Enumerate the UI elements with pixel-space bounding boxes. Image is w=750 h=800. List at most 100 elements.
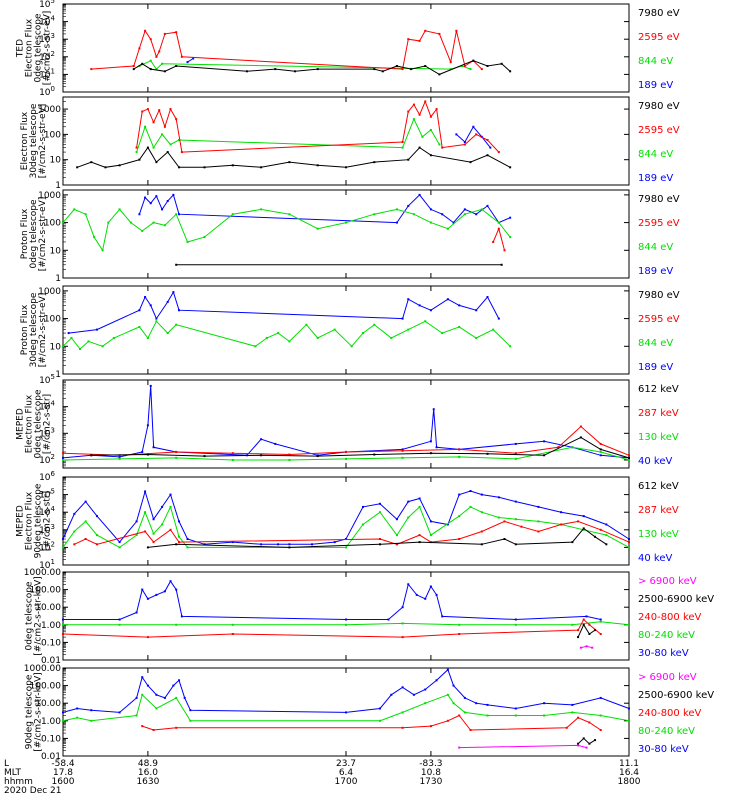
- data-point: [401, 622, 404, 625]
- data-point: [489, 146, 492, 149]
- data-point: [486, 452, 489, 455]
- data-point: [90, 68, 93, 71]
- data-point: [463, 711, 466, 714]
- data-point: [155, 68, 158, 71]
- data-point: [260, 454, 263, 457]
- data-point: [449, 68, 452, 71]
- legend-entry: 2595 eV: [638, 125, 680, 136]
- data-point: [378, 719, 381, 722]
- data-point: [418, 146, 421, 149]
- data-point: [628, 456, 630, 459]
- data-point: [424, 65, 427, 68]
- x-tick-label-hhmm: 1800: [618, 777, 641, 787]
- data-point: [175, 456, 178, 459]
- data-point: [231, 541, 234, 544]
- data-point: [178, 166, 181, 169]
- data-point: [458, 455, 461, 458]
- legend-entry: 287 keV: [638, 505, 679, 516]
- data-point: [203, 455, 206, 458]
- data-point: [395, 543, 398, 546]
- data-point: [387, 618, 390, 621]
- data-point: [452, 684, 455, 687]
- y-tick-label: 0.10: [41, 638, 61, 648]
- data-point: [585, 615, 588, 618]
- data-point: [514, 714, 517, 717]
- data-point: [178, 679, 181, 682]
- data-point: [497, 221, 500, 224]
- series-line: [62, 668, 630, 713]
- data-point: [407, 516, 410, 519]
- data-point: [472, 125, 475, 128]
- data-point: [605, 523, 608, 526]
- data-point: [180, 55, 183, 58]
- data-point: [475, 213, 478, 216]
- data-point: [67, 332, 70, 335]
- data-point: [458, 304, 461, 307]
- legend-entry: 80-240 keV: [638, 630, 695, 641]
- data-point: [169, 143, 172, 146]
- data-point: [138, 213, 141, 216]
- data-point: [378, 543, 381, 546]
- panel-frame: [62, 476, 630, 566]
- data-point: [577, 744, 580, 747]
- data-point: [178, 309, 181, 312]
- legend-entry: 240-800 keV: [638, 708, 702, 719]
- series-line: [62, 208, 511, 252]
- data-point: [161, 505, 164, 508]
- data-point: [95, 328, 98, 331]
- data-point: [144, 511, 147, 514]
- series-7980-ev: [76, 146, 512, 169]
- x-row-label-hhmm: hhmm: [4, 777, 33, 787]
- data-point: [429, 154, 432, 157]
- data-point: [155, 693, 158, 696]
- data-point: [628, 454, 630, 457]
- x-tick-label-l: -83.3: [419, 759, 442, 769]
- data-point: [418, 113, 421, 116]
- data-point: [146, 146, 149, 149]
- data-point: [585, 645, 588, 648]
- data-point: [118, 455, 121, 458]
- data-point: [152, 532, 155, 535]
- data-point: [514, 518, 517, 521]
- y-tick-label: 100: [39, 85, 55, 98]
- data-point: [407, 298, 410, 301]
- data-point: [288, 161, 291, 164]
- legend-entry: 130 keV: [638, 432, 679, 443]
- legend-entry: 7980 eV: [638, 8, 680, 19]
- data-point: [84, 538, 87, 541]
- data-point: [486, 703, 489, 706]
- data-point: [429, 208, 432, 211]
- x-row-label-l: L: [4, 759, 9, 769]
- data-point: [70, 336, 73, 339]
- data-point: [395, 65, 398, 68]
- series--6900-kev: [579, 645, 594, 649]
- data-point: [599, 618, 602, 621]
- legend-entry: 2500-6900 keV: [638, 594, 714, 605]
- data-point: [486, 204, 489, 207]
- data-point: [260, 166, 263, 169]
- legend-entry: 844 eV: [638, 338, 673, 349]
- data-point: [274, 68, 277, 71]
- data-point: [112, 336, 115, 339]
- data-point: [178, 535, 181, 538]
- legend-entry: 2595 eV: [638, 218, 680, 229]
- data-point: [418, 497, 421, 500]
- data-point: [628, 458, 630, 461]
- data-point: [458, 515, 461, 518]
- data-point: [62, 538, 64, 541]
- data-point: [605, 534, 608, 537]
- data-point: [579, 436, 582, 439]
- data-point: [73, 208, 76, 211]
- data-point: [245, 70, 248, 73]
- data-point: [582, 618, 585, 621]
- data-point: [163, 590, 166, 593]
- y-tick-label: 100: [44, 130, 61, 140]
- data-point: [90, 161, 93, 164]
- data-point: [594, 535, 597, 538]
- data-point: [231, 213, 234, 216]
- data-point: [480, 511, 483, 514]
- data-point: [599, 448, 602, 451]
- data-point: [118, 711, 121, 714]
